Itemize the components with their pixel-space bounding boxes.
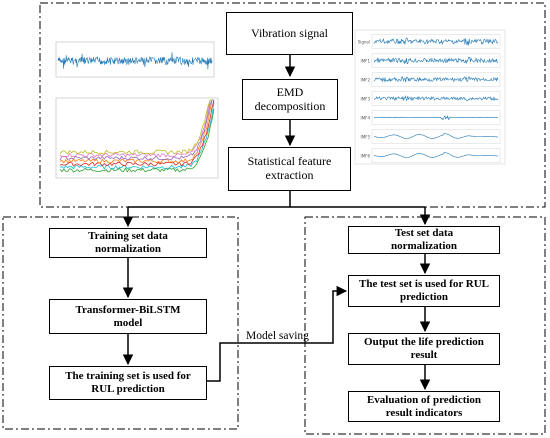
- feature-series-line: [59, 99, 214, 155]
- imf-row-frame: [371, 129, 501, 144]
- emd-decomposition-label: EMD decomposition: [254, 84, 326, 113]
- evaluation-label: Evaluation of prediction result indicato…: [366, 393, 482, 419]
- training-rul-label: The training set is used for RUL predict…: [65, 370, 191, 395]
- statistical-feature-box: Statistical feature extraction: [228, 147, 351, 191]
- output-life-box: Output the life prediction result: [348, 333, 500, 365]
- training-frame: [2, 216, 239, 430]
- imf-decomposition-chart: Signal IMF1 IMF2 IMF3 IMF4 IMF5 IMF6: [354, 29, 506, 165]
- raw-signal-chart: [55, 41, 215, 78]
- feature-series-line: [59, 99, 215, 167]
- statistical-feature-label: Statistical feature extraction: [247, 154, 332, 182]
- transformer-bilstm-label: Transformer-BiLSTM model: [75, 303, 181, 329]
- test-normalization-box: Test set data normalization: [348, 226, 500, 254]
- imf-row-frame: [371, 72, 501, 87]
- test-normalization-label: Test set data normalization: [391, 227, 457, 252]
- imf-row-waveform: [373, 95, 499, 102]
- imf-row-frame: [371, 110, 501, 125]
- raw-signal-line: [57, 52, 213, 70]
- imf-row-frame: [371, 53, 501, 68]
- feature-series-line: [59, 99, 214, 161]
- training-normalization-box: Training set data normalization: [49, 228, 207, 258]
- test-rul-box: The test set is used for RUL prediction: [348, 275, 500, 307]
- imf-row-frame: [371, 148, 501, 163]
- feature-series-line: [59, 108, 215, 173]
- degradation-feature-chart: [55, 97, 219, 179]
- imf-row-waveform: [373, 75, 499, 83]
- training-normalization-label: Training set data normalization: [88, 230, 168, 255]
- output-life-label: Output the life prediction result: [364, 336, 484, 361]
- imf-row-label: IMF5: [361, 135, 371, 140]
- feature-series-group: [59, 99, 215, 173]
- imf-row-waveform: [373, 152, 498, 158]
- emd-decomposition-box: EMD decomposition: [242, 79, 338, 120]
- test-rul-label: The test set is used for RUL prediction: [359, 278, 489, 303]
- training-rul-box: The training set is used for RUL predict…: [49, 366, 207, 400]
- transformer-bilstm-box: Transformer-BiLSTM model: [49, 299, 207, 334]
- feature-series-line: [59, 99, 214, 164]
- feature-series-line: [59, 99, 214, 158]
- imf-row-waveform: [373, 57, 498, 65]
- imf-row-label: IMF4: [361, 116, 371, 121]
- imf-row-label: IMF2: [361, 78, 371, 83]
- imf-row-label: IMF3: [361, 97, 371, 102]
- imf-row-frame: [371, 34, 501, 49]
- vibration-signal-label: Vibration signal: [251, 25, 328, 40]
- imf-row-label: Signal: [358, 40, 370, 45]
- arrow-model-saving: [207, 285, 348, 382]
- model-saving-label: Model saving: [246, 330, 309, 342]
- evaluation-box: Evaluation of prediction result indicato…: [348, 391, 500, 422]
- vibration-signal-box: Vibration signal: [226, 12, 353, 55]
- imf-row-label: IMF6: [361, 154, 371, 159]
- imf-rows-group: Signal IMF1 IMF2 IMF3 IMF4 IMF5 IMF6: [358, 34, 501, 163]
- imf-row-waveform: [373, 133, 498, 139]
- imf-row-label: IMF1: [361, 59, 371, 64]
- imf-row-waveform: [373, 115, 499, 121]
- imf-row-waveform: [373, 37, 499, 46]
- imf-row-frame: [371, 91, 501, 106]
